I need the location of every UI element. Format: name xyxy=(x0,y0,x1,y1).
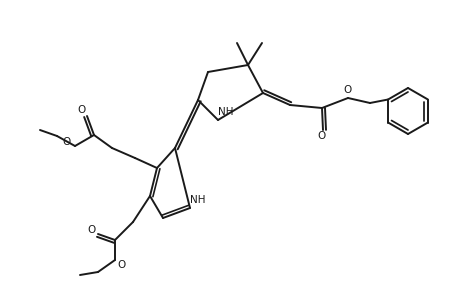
Text: O: O xyxy=(88,225,96,235)
Text: O: O xyxy=(317,131,325,141)
Text: O: O xyxy=(63,137,71,147)
Text: NH: NH xyxy=(218,107,233,117)
Text: O: O xyxy=(343,85,351,95)
Text: O: O xyxy=(78,105,86,115)
Text: NH: NH xyxy=(190,195,205,205)
Text: O: O xyxy=(118,260,126,270)
